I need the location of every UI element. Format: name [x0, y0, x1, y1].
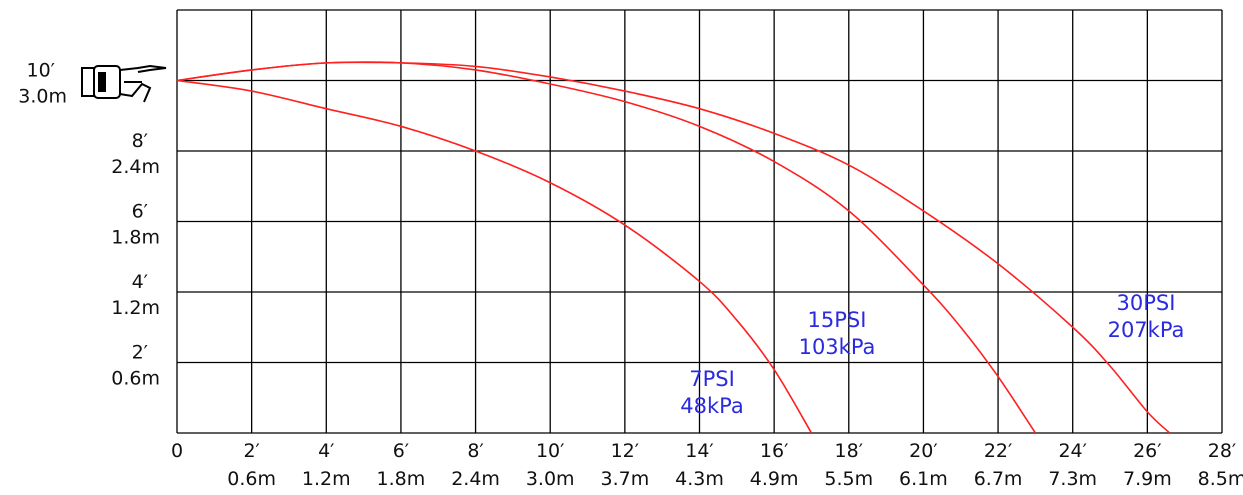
y-tick-label-ft: 4′ [132, 271, 148, 293]
series-label: 48kPa [680, 394, 743, 418]
x-tick-label-m: 6.1m [899, 468, 948, 490]
x-tick-label-m: 3.0m [526, 468, 575, 490]
trajectory-curves [176, 61, 1171, 434]
x-tick-label-m: 7.9m [1123, 468, 1172, 490]
x-tick-label-ft: 8′ [467, 440, 483, 462]
x-tick-label-ft: 10′ [536, 440, 565, 462]
x-tick-label-ft: 12′ [611, 440, 640, 462]
series-label: 103kPa [799, 335, 876, 359]
x-tick-label-ft: 4′ [318, 440, 334, 462]
x-tick-label-ft: 14′ [685, 440, 714, 462]
x-tick-label-m: 0.6m [227, 468, 276, 490]
nozzle-icon [81, 64, 167, 103]
x-tick-label-m: 1.8m [377, 468, 426, 490]
x-tick-label-m: 7.3m [1048, 468, 1097, 490]
x-tick-label-m: 2.4m [451, 468, 500, 490]
trajectory-curve [176, 61, 1171, 434]
x-tick-label-ft: 2′ [243, 440, 259, 462]
y-tick-label-m: 0.6m [111, 368, 160, 390]
y-tick-label-ft: 8′ [132, 130, 148, 152]
x-tick-label-m: 1.2m [302, 468, 351, 490]
x-tick-label-ft: 16′ [760, 440, 789, 462]
x-tick-label-m: 6.7m [974, 468, 1023, 490]
series-label: 7PSI [689, 367, 735, 391]
y-tick-label-m: 3.0m [18, 86, 67, 108]
x-tick-label-ft: 26′ [1133, 440, 1162, 462]
y-tick-label-ft: 2′ [132, 342, 148, 364]
x-tick-label-ft: 28′ [1208, 440, 1237, 462]
trajectory-curve [176, 79, 813, 434]
x-tick-label-m: 3.7m [600, 468, 649, 490]
x-tick-label-m: 8.5m [1198, 468, 1243, 490]
series-label: 207kPa [1108, 318, 1185, 342]
tick-labels: 0 2′ 0.6m 4′ 1.2m 6′ 1.8m 8′ 2.4m 10′ 3.0m 12′ 3.7m 1… [18, 60, 1243, 491]
x-tick-label-ft: 0 [171, 440, 183, 462]
y-tick-label-m: 1.2m [111, 297, 160, 319]
y-tick-label-m: 1.8m [111, 227, 160, 249]
x-tick-label-ft: 6′ [393, 440, 409, 462]
y-tick-label-ft: 10′ [27, 60, 56, 82]
series-label: 15PSI [808, 308, 867, 332]
x-tick-label-ft: 20′ [909, 440, 938, 462]
x-tick-label-ft: 18′ [835, 440, 864, 462]
x-tick-label-m: 4.9m [750, 468, 799, 490]
trajectory-curve [176, 61, 1037, 434]
series-label: 30PSI [1117, 291, 1176, 315]
series-labels: 7PSI 48kPa 15PSI 103kPa 30PSI 207kPa [680, 291, 1184, 418]
x-tick-label-ft: 24′ [1058, 440, 1087, 462]
x-tick-label-ft: 22′ [984, 440, 1013, 462]
x-tick-label-m: 4.3m [675, 468, 724, 490]
y-tick-label-m: 2.4m [111, 156, 160, 178]
y-tick-label-ft: 6′ [132, 201, 148, 223]
grid [176, 9, 1223, 434]
x-tick-label-m: 5.5m [824, 468, 873, 490]
